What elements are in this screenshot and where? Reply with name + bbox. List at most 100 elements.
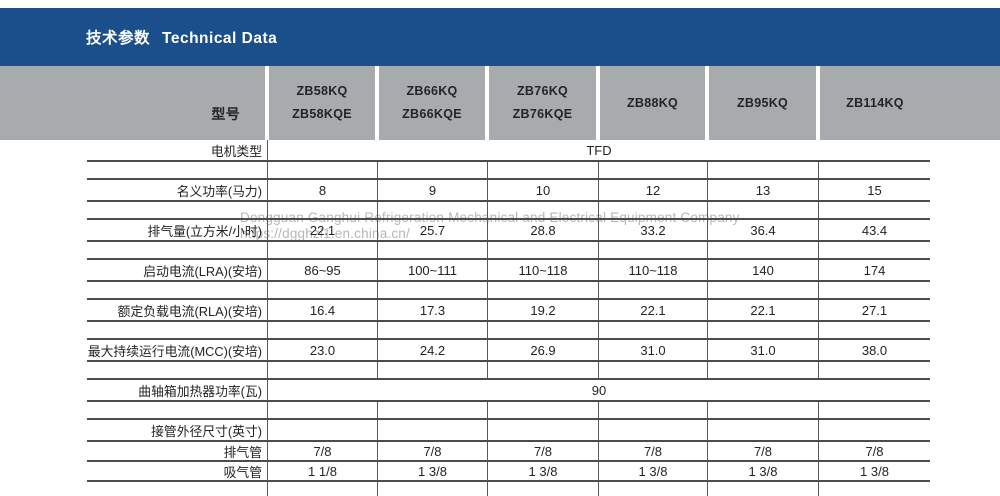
model-name: ZB88KQ <box>626 95 679 110</box>
row-label: 接管外径尺寸(英寸) <box>151 423 262 439</box>
cell: 33.2 <box>598 220 707 240</box>
row-motor-type: 电机类型 TFD <box>87 140 930 162</box>
header-divider <box>705 66 709 140</box>
spacer-row <box>87 282 930 300</box>
cell: 140 <box>707 260 818 280</box>
row-mcc: 最大持续运行电流(MCC)(安培) 23.0 24.2 26.9 31.0 31… <box>87 340 930 362</box>
row-label: 吸气管 <box>223 465 262 480</box>
spacer-row <box>87 322 930 340</box>
cell: 23.0 <box>267 340 377 360</box>
cell: 22.1 <box>267 220 377 240</box>
row-label: 排气管 <box>223 445 262 460</box>
spacer-row <box>87 362 930 380</box>
spacer-row <box>87 162 930 180</box>
row-suction-pipe: 吸气管 1 1/8 1 3/8 1 3/8 1 3/8 1 3/8 1 3/8 <box>87 462 930 482</box>
cell: 9 <box>377 180 487 200</box>
page-title-zh: 技术参数 <box>86 30 151 47</box>
cell: 8 <box>267 180 377 200</box>
row-label: 额定负载电流(RLA)(安培) <box>117 303 262 319</box>
cell-merged: 90 <box>267 380 930 400</box>
spec-table: 电机类型 TFD 名义功率(马力) 8 9 10 12 13 15 排气量(立方… <box>87 140 930 496</box>
header-cell-model-2: ZB66KQ ZB66KQE <box>379 66 485 140</box>
cell: 1 3/8 <box>377 462 487 481</box>
cell: 7/8 <box>487 442 598 461</box>
header-cell-model-4: ZB88KQ <box>600 66 705 140</box>
page-title: 技术参数 Technical Data <box>0 26 277 48</box>
row-label: 最大持续运行电流(MCC)(安培) <box>87 343 262 359</box>
spacer-row <box>87 402 930 420</box>
cell: 10 <box>487 180 598 200</box>
cell: 110~118 <box>598 260 707 280</box>
header-cell-model-6: ZB114KQ <box>820 66 1000 140</box>
cell: 1 1/8 <box>267 462 377 481</box>
page-title-en: Technical Data <box>162 30 278 47</box>
cell: 7/8 <box>377 442 487 461</box>
cell: 174 <box>818 260 930 280</box>
title-band: 技术参数 Technical Data <box>0 8 1000 66</box>
model-name: ZB66KQE <box>402 107 462 121</box>
model-name: ZB58KQ <box>296 84 348 98</box>
header-divider <box>596 66 600 140</box>
header-divider <box>265 66 269 140</box>
row-rla: 额定负载电流(RLA)(安培) 16.4 17.3 19.2 22.1 22.1… <box>87 300 930 322</box>
spacer-row <box>87 202 930 220</box>
row-pipe-od: 接管外径尺寸(英寸) <box>87 420 930 442</box>
cell: 36.4 <box>707 220 818 240</box>
row-label: 启动电流(LRA)(安培) <box>143 263 262 279</box>
cell: 17.3 <box>377 300 487 320</box>
cell: 7/8 <box>707 442 818 461</box>
model-header-row: 型号 ZB58KQ ZB58KQE ZB66KQ ZB66KQE ZB76KQ … <box>0 66 1000 140</box>
cell: 7/8 <box>818 442 930 461</box>
model-name: ZB66KQ <box>406 84 458 98</box>
header-cell-model-1: ZB58KQ ZB58KQE <box>269 66 375 140</box>
row-displacement: 排气量(立方米/小时) 22.1 25.7 28.8 33.2 36.4 43.… <box>87 220 930 242</box>
cell: 7/8 <box>598 442 707 461</box>
cell: 24.2 <box>377 340 487 360</box>
row-lra: 启动电流(LRA)(安培) 86~95 100~111 110~118 110~… <box>87 260 930 282</box>
cell: 1 3/8 <box>598 462 707 481</box>
model-name: ZB114KQ <box>846 95 904 110</box>
header-cell-model-5: ZB95KQ <box>709 66 816 140</box>
model-name: ZB76KQ <box>516 84 569 98</box>
cell: 28.8 <box>487 220 598 240</box>
cell: 86~95 <box>267 260 377 280</box>
cell: 1 3/8 <box>487 462 598 481</box>
row-label: 名义功率(马力) <box>176 183 262 199</box>
cell: 38.0 <box>818 340 930 360</box>
cell: 25.7 <box>377 220 487 240</box>
cell: 22.1 <box>598 300 707 320</box>
cell: 13 <box>707 180 818 200</box>
header-cell-model-3: ZB76KQ ZB76KQE <box>489 66 596 140</box>
cell: 110~118 <box>487 260 598 280</box>
spacer-row-clipped <box>87 482 930 496</box>
watermark-company: Dongguan Ganghui Refrigeration Mechanica… <box>240 210 740 225</box>
header-cell-model-label: 型号 <box>0 66 265 140</box>
cell: 19.2 <box>487 300 598 320</box>
row-label: 排气量(立方米/小时) <box>147 223 262 239</box>
watermark-url: https://dgghzl1.en.china.cn/ <box>240 226 410 241</box>
row-label: 电机类型 <box>210 143 262 159</box>
cell: 7/8 <box>267 442 377 461</box>
cell: 31.0 <box>707 340 818 360</box>
cell: 1 3/8 <box>707 462 818 481</box>
cell: 43.4 <box>818 220 930 240</box>
cell: 12 <box>598 180 707 200</box>
model-name: ZB76KQE <box>512 107 573 121</box>
cell: 1 3/8 <box>818 462 930 481</box>
cell: 100~111 <box>377 260 487 280</box>
row-crankcase-heater: 曲轴箱加热器功率(瓦) 90 <box>87 380 930 402</box>
model-name: ZB58KQE <box>292 107 352 121</box>
row-label: 曲轴箱加热器功率(瓦) <box>138 383 262 399</box>
row-discharge-pipe: 排气管 7/8 7/8 7/8 7/8 7/8 7/8 <box>87 442 930 462</box>
spacer-row <box>87 242 930 260</box>
row-nominal-power: 名义功率(马力) 8 9 10 12 13 15 <box>87 180 930 202</box>
cell-merged: TFD <box>267 140 930 160</box>
cell: 27.1 <box>818 300 930 320</box>
header-divider <box>375 66 379 140</box>
cell: 26.9 <box>487 340 598 360</box>
header-divider <box>485 66 489 140</box>
cell: 22.1 <box>707 300 818 320</box>
cell: 15 <box>818 180 930 200</box>
cell: 16.4 <box>267 300 377 320</box>
